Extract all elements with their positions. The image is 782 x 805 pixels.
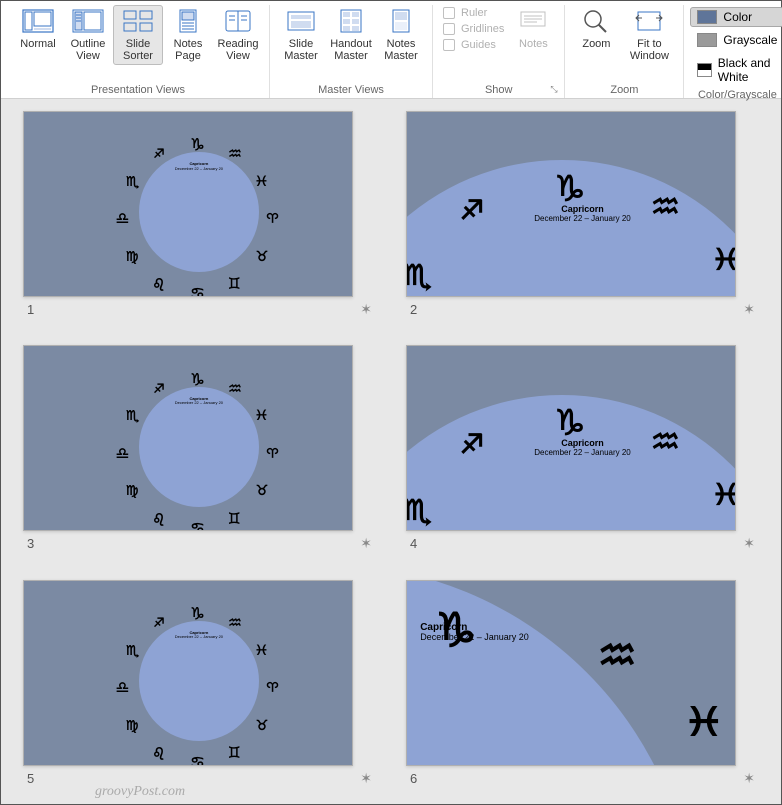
reading-view-icon [222, 8, 254, 34]
slide-number: 6 [410, 771, 417, 786]
color-label: Color [723, 10, 752, 24]
reading-view-label: Reading View [218, 38, 259, 62]
grayscale-swatch-icon [697, 33, 717, 47]
notes-icon [517, 8, 549, 34]
slide-number: 4 [410, 536, 417, 551]
show-dialog-launcher-icon[interactable]: ⤡ [550, 84, 562, 96]
guides-label: Guides [461, 39, 496, 51]
group-label-color-grayscale: Color/Grayscale [690, 89, 782, 101]
slide-meta: 5✶ [23, 770, 376, 787]
group-show: Ruler Gridlines Guides Notes Show ⤡ [433, 5, 565, 98]
notes-master-button[interactable]: Notes Master [376, 5, 426, 65]
slide-wrap: CapricornDecember 22 – January 20♑♒♓♈♉♊♋… [23, 345, 376, 557]
slide-thumb[interactable]: CapricornDecember 22 – January 20♑♒♓♈♉♊♋… [23, 345, 353, 531]
transition-icon: ✶ [743, 770, 755, 787]
slide-meta: 4✶ [406, 535, 759, 552]
notes-master-icon [385, 8, 417, 34]
slide-master-button[interactable]: Slide Master [276, 5, 326, 65]
slide-thumb[interactable]: CapricornDecember 22 – January 20♑♒♓♈♉♊♋… [23, 580, 353, 766]
notes-button[interactable]: Notes [508, 5, 558, 53]
notes-page-label: Notes Page [174, 38, 203, 62]
fit-to-window-icon [633, 8, 665, 34]
group-label-presentation-views: Presentation Views [13, 84, 263, 96]
notes-page-icon [172, 8, 204, 34]
ruler-label: Ruler [461, 7, 487, 19]
slide-sorter-button[interactable]: Slide Sorter [113, 5, 163, 65]
slide-wrap: ♑♒♓CapricornDecember 22 – January 206✶ [406, 580, 759, 792]
slide-wrap: CapricornDecember 22 – January 20♑♒♓♈♉♊♋… [23, 111, 376, 323]
slide-thumb[interactable]: CapricornDecember 22 – January 20♑♒♓♈♉♊♋… [23, 111, 353, 297]
ribbon: Normal Outline View Slide Sorter Notes P… [1, 1, 781, 99]
slide-number: 1 [27, 302, 34, 317]
slide-thumb[interactable]: ♑♒♓♐♏CapricornDecember 22 – January 20 [406, 345, 736, 531]
color-option[interactable]: Color [690, 7, 782, 27]
fit-to-window-label: Fit to Window [630, 38, 669, 62]
grayscale-option[interactable]: Grayscale [690, 30, 782, 50]
group-label-master-views: Master Views [276, 84, 426, 96]
watermark: groovyPost.com [95, 784, 185, 800]
group-presentation-views: Normal Outline View Slide Sorter Notes P… [7, 5, 270, 98]
notes-label: Notes [519, 38, 548, 50]
group-label-show: Show [439, 84, 558, 96]
slide-sorter-area: CapricornDecember 22 – January 20♑♒♓♈♉♊♋… [1, 99, 781, 804]
zoom-label: Zoom [582, 38, 610, 50]
outline-view-icon [72, 8, 104, 34]
slide-master-label: Slide Master [284, 38, 318, 62]
group-color-grayscale: Color Grayscale Black and White Color/Gr… [684, 5, 782, 98]
slide-meta: 1✶ [23, 301, 376, 318]
outline-view-button[interactable]: Outline View [63, 5, 113, 65]
notes-master-label: Notes Master [384, 38, 418, 62]
notes-page-button[interactable]: Notes Page [163, 5, 213, 65]
slide-number: 2 [410, 302, 417, 317]
transition-icon: ✶ [743, 535, 755, 552]
transition-icon: ✶ [360, 770, 372, 787]
normal-button[interactable]: Normal [13, 5, 63, 53]
ruler-checkbox[interactable]: Ruler [443, 7, 504, 19]
slide-wrap: CapricornDecember 22 – January 20♑♒♓♈♉♊♋… [23, 580, 376, 792]
slide-master-icon [285, 8, 317, 34]
zoom-icon [580, 8, 612, 34]
color-swatch-icon [697, 10, 717, 24]
slide-wrap: ♑♒♓♐♏CapricornDecember 22 – January 202✶ [406, 111, 759, 323]
slide-sorter-icon [122, 8, 154, 34]
guides-checkbox[interactable]: Guides [443, 39, 504, 51]
transition-icon: ✶ [360, 535, 372, 552]
slide-number: 5 [27, 771, 34, 786]
slide-thumb[interactable]: ♑♒♓CapricornDecember 22 – January 20 [406, 580, 736, 766]
transition-icon: ✶ [743, 301, 755, 318]
gridlines-checkbox[interactable]: Gridlines [443, 23, 504, 35]
grayscale-label: Grayscale [723, 33, 777, 47]
slide-meta: 3✶ [23, 535, 376, 552]
slide-wrap: ♑♒♓♐♏CapricornDecember 22 – January 204✶ [406, 345, 759, 557]
transition-icon: ✶ [360, 301, 372, 318]
gridlines-label: Gridlines [461, 23, 504, 35]
outline-view-label: Outline View [71, 38, 106, 62]
group-zoom: Zoom Fit to Window Zoom [565, 5, 684, 98]
normal-icon [22, 8, 54, 34]
reading-view-button[interactable]: Reading View [213, 5, 263, 65]
handout-master-icon [335, 8, 367, 34]
group-master-views: Slide Master Handout Master Notes Master… [270, 5, 433, 98]
slide-number: 3 [27, 536, 34, 551]
slide-meta: 6✶ [406, 770, 759, 787]
bw-swatch-icon [697, 63, 711, 77]
slide-sorter-label: Slide Sorter [123, 38, 153, 62]
normal-label: Normal [20, 38, 55, 50]
group-label-zoom: Zoom [571, 84, 677, 96]
zoom-button[interactable]: Zoom [571, 5, 621, 53]
handout-master-button[interactable]: Handout Master [326, 5, 376, 65]
black-white-option[interactable]: Black and White [690, 53, 782, 87]
slide-meta: 2✶ [406, 301, 759, 318]
handout-master-label: Handout Master [330, 38, 372, 62]
slide-thumb[interactable]: ♑♒♓♐♏CapricornDecember 22 – January 20 [406, 111, 736, 297]
black-white-label: Black and White [718, 56, 778, 84]
fit-to-window-button[interactable]: Fit to Window [621, 5, 677, 65]
